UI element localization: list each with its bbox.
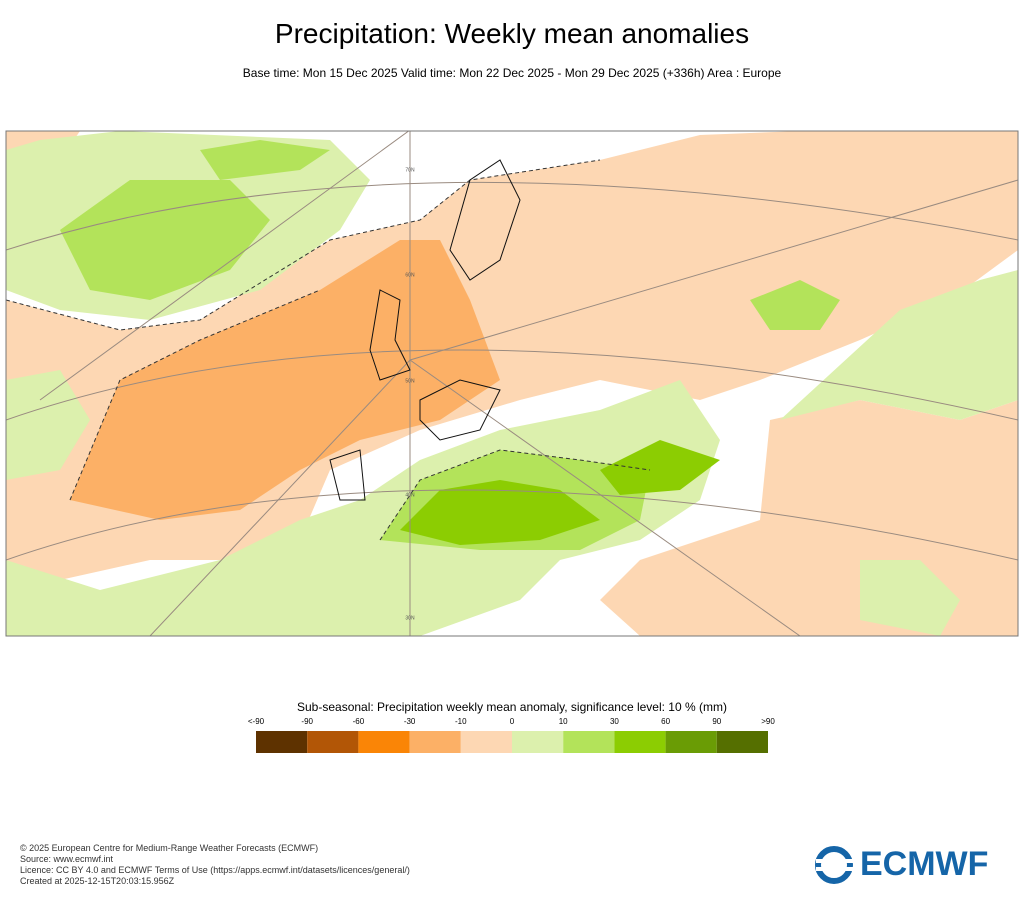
- map-fill: [6, 131, 1018, 636]
- legend-swatch: [409, 731, 461, 753]
- legend-swatch: [460, 731, 512, 753]
- logo: ECMWF: [815, 845, 988, 884]
- legend-swatch: [512, 731, 564, 753]
- footer-line: Source: www.ecmwf.int: [20, 854, 114, 864]
- legend-label: -90: [301, 717, 313, 726]
- legend-swatch: [716, 731, 768, 753]
- legend-label: -30: [404, 717, 416, 726]
- graticule-label: 70N: [405, 167, 415, 173]
- legend-swatch: [307, 731, 359, 753]
- footer-line: © 2025 European Centre for Medium-Range …: [20, 843, 319, 853]
- legend-label: >90: [761, 717, 775, 726]
- map: 70N 60N 50N 40N 30N: [5, 130, 1019, 637]
- legend-label: 30: [610, 717, 619, 726]
- footer-line: Licence: CC BY 4.0 and ECMWF Terms of Us…: [20, 865, 410, 875]
- legend-label: <-90: [248, 717, 265, 726]
- legend-swatch: [358, 731, 410, 753]
- legend-swatch: [665, 731, 717, 753]
- legend-label: 60: [661, 717, 670, 726]
- legend-swatch: [563, 731, 615, 753]
- subtitle: Base time: Mon 15 Dec 2025 Valid time: M…: [242, 66, 782, 80]
- legend-swatch: [256, 731, 308, 753]
- graticule-label: 50N: [405, 378, 415, 384]
- map-frame: [5, 130, 1019, 637]
- legend-label: 0: [510, 717, 515, 726]
- logo-text: ECMWF: [860, 845, 988, 883]
- graticule-label: 60N: [405, 272, 415, 278]
- graticule-label: 40N: [405, 492, 415, 498]
- legend-title: Sub-seasonal: Precipitation weekly mean …: [297, 700, 727, 714]
- footer-line: Created at 2025-12-15T20:03:15.956Z: [20, 876, 175, 886]
- legend-swatch: [614, 731, 666, 753]
- legend-label: -10: [455, 717, 467, 726]
- title: Precipitation: Weekly mean anomalies: [274, 18, 750, 49]
- footer: © 2025 European Centre for Medium-Range …: [20, 843, 410, 887]
- legend: <-90 -90 -60 -30 -10 0 10 30 60 90 >90: [248, 717, 775, 753]
- legend-label: 10: [559, 717, 568, 726]
- legend-label: -60: [353, 717, 365, 726]
- graticule-label: 30N: [405, 615, 415, 621]
- legend-label: 90: [712, 717, 721, 726]
